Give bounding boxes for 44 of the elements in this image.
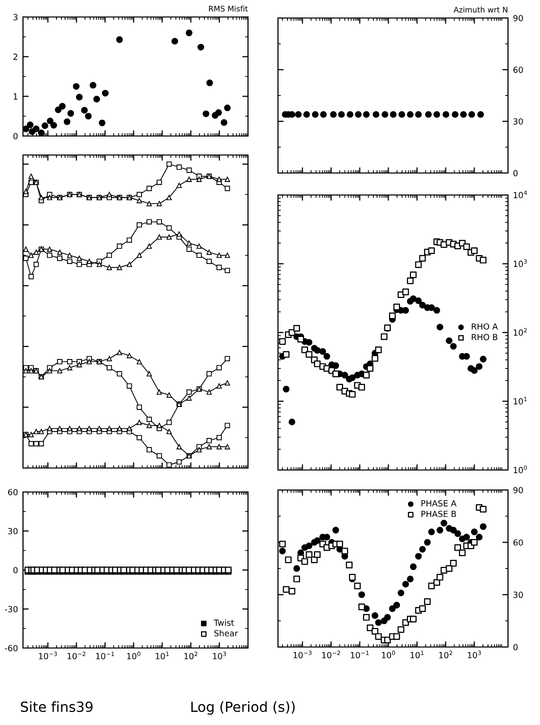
y-tick-label: 60 (513, 539, 523, 546)
legend-label: Shear (214, 630, 238, 636)
y-tick-label: 30 (8, 528, 18, 534)
legend-label: PHASE A (422, 500, 457, 506)
y-tick-label: 10$^{3}$ (514, 259, 527, 267)
legend-label: RHO B (472, 334, 498, 340)
legend-label: RHO A (472, 323, 498, 330)
y-tick-label: 90 (513, 486, 523, 494)
x-tick-label: 10$^{1}$ (156, 652, 169, 660)
y-tick-label: 10$^{4}$ (514, 190, 527, 198)
x-tick-label: 10$^{3}$ (468, 650, 481, 658)
y-tick-label: 1 (14, 93, 18, 100)
y-tick-label: -60 (4, 644, 18, 652)
y-tick-label: -30 (4, 606, 18, 612)
text: Site fins39 (20, 701, 93, 712)
x-tick-label: 10$^{−2}$ (68, 652, 86, 660)
y-tick-label: 60 (8, 488, 18, 496)
x-tick-label: 10$^{1}$ (410, 650, 424, 658)
x-tick-label: 10$^{−3}$ (294, 650, 312, 658)
y-tick-label: 2 (13, 54, 18, 60)
y-tick-label: 0 (513, 644, 518, 650)
y-tick-label: 10$^{1}$ (514, 396, 527, 404)
y-tick-label: 30 (513, 118, 523, 125)
y-tick-label: 30 (513, 592, 523, 598)
x-tick-label: 10$^{2}$ (184, 652, 198, 660)
y-tick-label: 90 (513, 14, 523, 22)
x-tick-label: 10$^{3}$ (212, 652, 226, 660)
y-tick-label: 0 (13, 132, 18, 140)
x-tick-label: 10$^{−1}$ (350, 650, 369, 658)
x-axis-title: Log (Period (s)) (191, 701, 295, 715)
x-tick-label: 10$^{−3}$ (38, 652, 57, 660)
y-tick-label: 10$^{2}$ (514, 328, 527, 336)
y-tick-label: 0 (513, 170, 518, 176)
x-tick-label: 10$^{0}$ (382, 650, 396, 658)
x-tick-label: 10$^{0}$ (127, 652, 140, 660)
y-tick-label: 3 (13, 14, 18, 20)
y-tick-label: 10$^{0}$ (514, 466, 527, 474)
y-tick-label: 60 (513, 66, 523, 73)
legend-label: Twist (214, 619, 234, 626)
x-tick-label: 10$^{−1}$ (96, 652, 114, 660)
y-tick-label: 0 (13, 566, 18, 574)
x-tick-label: 10$^{−2}$ (322, 650, 340, 658)
x-tick-label: 10$^{2}$ (439, 650, 452, 658)
legend-label: PHASE B (422, 510, 456, 518)
